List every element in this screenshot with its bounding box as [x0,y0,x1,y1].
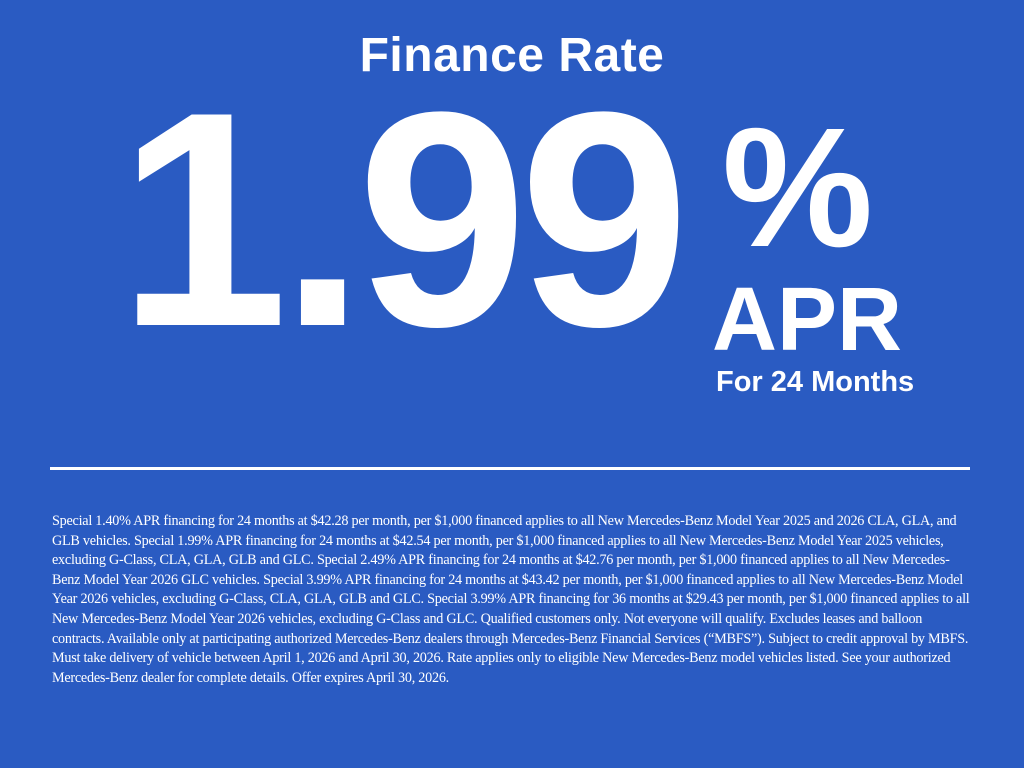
rate-value: 1.99 [118,48,690,390]
disclaimer-text: Special 1.40% APR financing for 24 month… [52,513,970,686]
percent-sign: % [722,93,874,283]
apr-label: APR [712,270,903,370]
divider [50,467,970,470]
page-title: Finance Rate [359,29,665,82]
term-label: For 24 Months [716,366,915,398]
